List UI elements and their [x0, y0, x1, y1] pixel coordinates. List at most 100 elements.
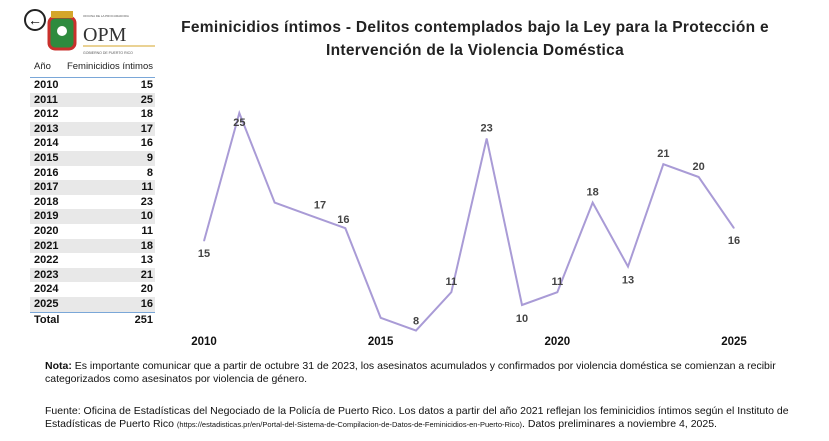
- data-point: [450, 291, 452, 293]
- table-row: 2014 16: [30, 136, 155, 151]
- row-value: 18: [140, 239, 153, 252]
- data-point: [627, 266, 629, 268]
- source-tail: . Datos preliminares a noviembre 4, 2025…: [522, 418, 717, 430]
- source-text: Fuente: Oficina de Estadísticas del Nego…: [45, 405, 795, 431]
- source-url[interactable]: (https://estadisticas.pr/en/Portal-del-S…: [176, 420, 523, 429]
- data-point: [415, 330, 417, 332]
- row-year: 2013: [34, 122, 59, 135]
- row-year: 2011: [34, 93, 58, 106]
- data-label: 16: [728, 235, 740, 247]
- table-row: 2025 16: [30, 296, 155, 312]
- table-row: 2012 18: [30, 107, 155, 122]
- data-point: [238, 112, 240, 114]
- table-total-row: Total 251: [30, 311, 155, 328]
- data-label: 10: [516, 313, 528, 325]
- table-row: 2016 8: [30, 166, 155, 181]
- row-value: 20: [140, 283, 153, 296]
- table-row: 2015 9: [30, 150, 155, 166]
- svg-text:OPM: OPM: [83, 24, 127, 46]
- row-value: 11: [141, 181, 153, 194]
- data-label: 21: [657, 148, 669, 160]
- data-label: 23: [481, 123, 493, 135]
- row-year: 2023: [34, 268, 59, 281]
- row-year: 2024: [34, 283, 59, 296]
- data-point: [521, 304, 523, 306]
- table-row: 2010 15: [30, 78, 155, 93]
- data-point: [486, 138, 488, 140]
- row-value: 11: [141, 224, 153, 237]
- note-body: Es importante comunicar que a partir de …: [45, 360, 776, 385]
- data-point: [380, 317, 382, 319]
- row-value: 16: [140, 137, 153, 150]
- row-year: 2021: [34, 239, 59, 252]
- table-row: 2023 21: [30, 267, 155, 283]
- row-value: 21: [140, 268, 153, 281]
- opm-logo: OPM GOBIERNO DE PUERTO RICO OFICINA DE L…: [47, 11, 155, 55]
- data-label: 13: [622, 275, 634, 287]
- row-value: 10: [140, 210, 153, 223]
- table-header: Año Feminicidios íntimos: [30, 61, 155, 78]
- data-label: 25: [233, 117, 245, 129]
- row-value: 25: [140, 93, 153, 106]
- row-year: 2018: [34, 195, 59, 208]
- data-label: 18: [587, 187, 599, 199]
- row-value: 17: [140, 122, 153, 135]
- data-table: Año Feminicidios íntimos 2010 15 2011 25 201…: [30, 61, 155, 327]
- row-year: 2020: [34, 224, 59, 237]
- source-body: Fuente: Oficina de Estadísticas del Nego…: [45, 405, 789, 430]
- x-tick-label: 2010: [191, 336, 217, 348]
- row-year: 2025: [34, 297, 59, 310]
- row-value: 18: [140, 108, 153, 121]
- data-point: [592, 202, 594, 204]
- data-point: [662, 163, 664, 165]
- row-value: 13: [140, 254, 153, 267]
- row-value: 8: [146, 166, 153, 179]
- row-value: 23: [140, 195, 153, 208]
- table-row: 2011 25: [30, 92, 155, 108]
- chart-title: Feminicidios íntimos - Delitos contempla…: [181, 19, 769, 59]
- note-text: Nota: Es importante comunicar que a part…: [45, 360, 785, 386]
- row-year: 2017: [34, 181, 59, 194]
- data-point: [733, 227, 735, 229]
- table-row: 2017 11: [30, 180, 155, 195]
- x-tick-label: 2025: [721, 336, 747, 348]
- row-value: 16: [140, 297, 153, 310]
- data-point: [344, 227, 346, 229]
- row-value: 15: [140, 79, 153, 91]
- data-point: [556, 291, 558, 293]
- x-tick-label: 2015: [368, 336, 394, 348]
- data-label: 11: [446, 276, 458, 288]
- header-count: Feminicidios íntimos: [66, 61, 153, 72]
- data-point: [309, 214, 311, 216]
- series-line: [203, 109, 735, 332]
- svg-text:OFICINA DE LA PROCURADORA: OFICINA DE LA PROCURADORA: [83, 14, 129, 18]
- row-year: 2010: [34, 79, 59, 91]
- row-year: 2015: [34, 151, 59, 164]
- row-year: 2016: [34, 166, 59, 179]
- table-row: 2022 13: [30, 253, 155, 268]
- table-row: 2019 10: [30, 209, 155, 224]
- table-row: 2013 17: [30, 121, 155, 137]
- table-row: 2018 23: [30, 195, 155, 210]
- total-value: 251: [134, 313, 153, 326]
- row-year: 2019: [34, 210, 59, 223]
- data-point: [203, 240, 205, 242]
- svg-text:GOBIERNO DE PUERTO RICO: GOBIERNO DE PUERTO RICO: [83, 51, 133, 55]
- data-label: 16: [337, 214, 349, 226]
- data-label: 17: [314, 199, 326, 211]
- row-year: 2022: [34, 254, 59, 267]
- row-year: 2014: [34, 137, 59, 150]
- data-label: 8: [413, 316, 419, 328]
- note-label: Nota:: [45, 360, 72, 372]
- data-label: 20: [693, 161, 705, 173]
- x-tick-label: 2020: [545, 336, 571, 348]
- back-arrow-icon[interactable]: ←: [24, 9, 46, 31]
- total-label: Total: [34, 313, 60, 326]
- row-value: 9: [146, 151, 153, 164]
- row-year: 2012: [34, 108, 59, 121]
- table-row: 2024 20: [30, 282, 155, 297]
- data-point: [274, 202, 276, 204]
- data-point: [698, 176, 700, 178]
- table-row: 2021 18: [30, 238, 155, 254]
